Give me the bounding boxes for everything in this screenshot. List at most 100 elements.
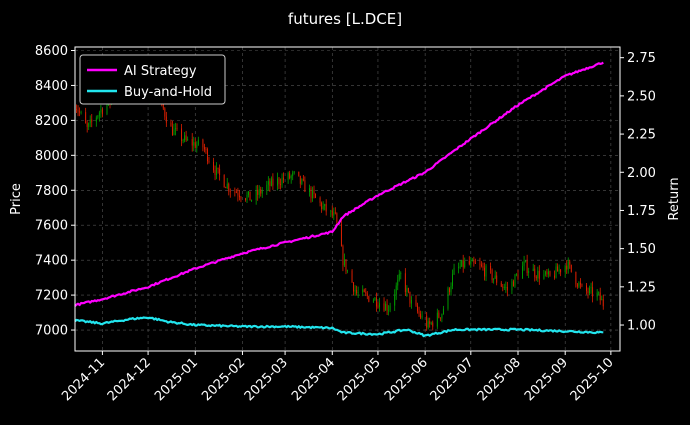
candle-body xyxy=(596,292,598,297)
candle-body xyxy=(217,167,219,169)
candle-body xyxy=(375,297,377,307)
candle-body xyxy=(214,170,216,176)
candle-body xyxy=(248,191,250,195)
candle-body xyxy=(292,172,294,176)
legend: AI Strategy Buy-and-Hold xyxy=(79,54,226,105)
candle-body xyxy=(407,287,409,292)
candle-body xyxy=(432,322,434,327)
candle-body xyxy=(258,189,260,195)
candle-body xyxy=(175,128,176,130)
candle-body xyxy=(400,273,402,275)
candle-body xyxy=(197,139,199,145)
candle-body xyxy=(436,312,438,327)
candle-body xyxy=(406,287,408,292)
candle-body xyxy=(430,322,432,324)
candle-body xyxy=(79,111,81,113)
candle-body xyxy=(228,183,230,192)
candle-body xyxy=(554,275,555,278)
y-left-tick-label: 7600 xyxy=(35,219,68,234)
candle-body xyxy=(479,263,481,265)
candle-body xyxy=(505,286,507,288)
candle-body xyxy=(91,119,93,122)
candle-body xyxy=(257,190,259,195)
candle-body xyxy=(304,180,306,192)
candle-body xyxy=(270,178,272,186)
candle-body xyxy=(216,167,218,176)
candle-body xyxy=(578,282,580,287)
candle-body xyxy=(106,103,108,114)
candle-body xyxy=(447,288,449,309)
candle-body xyxy=(278,178,280,185)
candle-body xyxy=(398,274,400,280)
candle-body xyxy=(555,266,557,278)
candle-body xyxy=(470,261,472,265)
candle-body xyxy=(464,260,466,268)
candle-body xyxy=(471,259,473,262)
candle-body xyxy=(601,299,603,301)
candle-body xyxy=(173,129,175,136)
candle-body xyxy=(474,262,476,264)
candle-body xyxy=(301,179,303,184)
candle-body xyxy=(193,142,195,146)
candle-body xyxy=(219,168,221,176)
candle-body xyxy=(576,284,578,287)
candle-body xyxy=(191,139,193,146)
candle-body xyxy=(526,260,528,273)
candle-body xyxy=(546,271,548,275)
price-candles xyxy=(74,81,604,331)
candle-body xyxy=(356,290,358,294)
candle-body xyxy=(418,311,420,314)
return-lines xyxy=(74,61,604,338)
y-right-tick-label: 2.25 xyxy=(627,128,656,143)
candle-body xyxy=(379,303,380,307)
candle-body xyxy=(185,135,187,140)
candle-body xyxy=(385,303,387,311)
candle-body xyxy=(351,270,353,283)
candle-body xyxy=(313,189,315,194)
candle-body xyxy=(523,261,525,267)
candle-body xyxy=(357,292,359,294)
candle-body xyxy=(485,265,487,277)
candle-body xyxy=(85,112,87,124)
candle-body xyxy=(420,313,422,318)
candle-body xyxy=(182,140,184,141)
candle-body xyxy=(366,293,368,297)
candle-body xyxy=(363,289,365,293)
candle-body xyxy=(461,260,463,267)
candle-body xyxy=(491,269,493,281)
candle-body xyxy=(249,191,251,201)
candle-body xyxy=(234,191,236,193)
y-left-tick-label: 7000 xyxy=(35,324,68,339)
candle-body xyxy=(462,260,464,268)
candle-body xyxy=(80,112,82,113)
legend-label-ai-strategy: AI Strategy xyxy=(124,64,197,79)
candle-body xyxy=(298,171,300,176)
candle-body xyxy=(502,286,504,288)
y-left-tick-label: 8600 xyxy=(35,44,68,59)
candle-body xyxy=(261,190,263,194)
candle-body xyxy=(315,193,316,198)
candle-body xyxy=(345,259,347,272)
candle-body xyxy=(517,274,519,279)
candle-body xyxy=(101,109,103,114)
candle-body xyxy=(181,128,183,141)
candle-body xyxy=(496,275,498,283)
y-axis-right-title: Return xyxy=(667,177,682,220)
candle-body xyxy=(238,195,240,198)
candle-body xyxy=(511,281,513,291)
candle-body xyxy=(368,296,370,302)
candle-body xyxy=(98,112,100,116)
candle-body xyxy=(237,192,239,196)
candle-body xyxy=(176,128,178,129)
candle-body xyxy=(459,266,461,268)
candle-body xyxy=(404,273,406,292)
candle-body xyxy=(194,142,196,148)
candle-body xyxy=(202,139,204,148)
candle-body xyxy=(77,109,79,112)
candle-body xyxy=(528,271,530,273)
candle-body xyxy=(506,286,508,291)
candle-body xyxy=(494,275,496,279)
candle-body xyxy=(283,177,285,180)
candle-body xyxy=(500,282,502,287)
candle-body xyxy=(347,270,348,272)
